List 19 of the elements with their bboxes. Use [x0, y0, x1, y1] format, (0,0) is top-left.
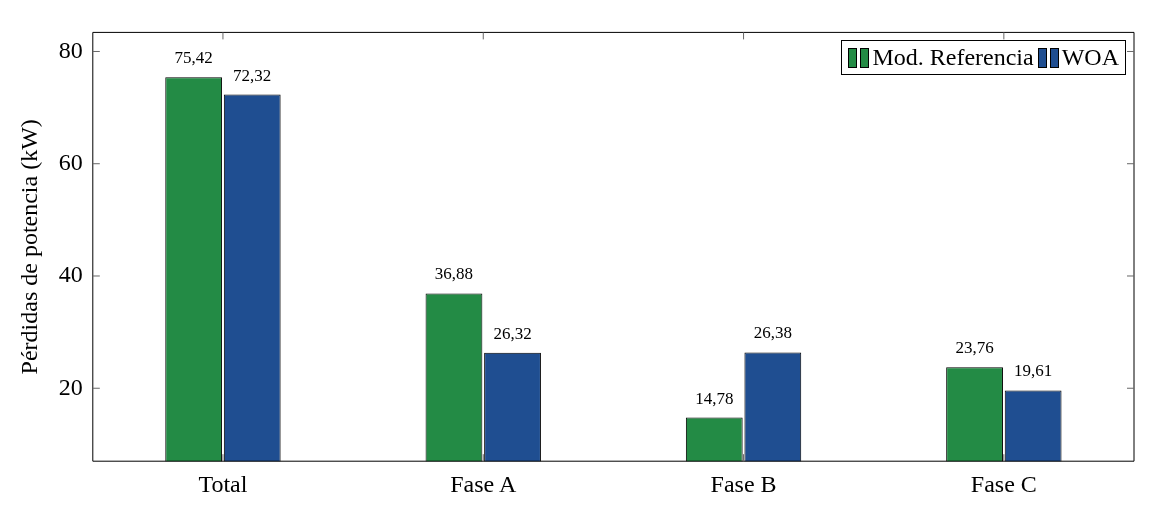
- data-label: 14,78: [695, 388, 734, 408]
- y-tick-label: 80: [58, 36, 83, 63]
- data-label: 36,88: [434, 264, 474, 284]
- data-label: 26,32: [493, 323, 532, 343]
- x-tick-label: Total: [198, 470, 248, 497]
- y-axis-title: Pérdidas de potencia (kW): [15, 119, 42, 375]
- data-label: 23,76: [955, 338, 994, 358]
- data-label: 26,38: [753, 323, 792, 343]
- legend-label: WOA: [1061, 44, 1119, 72]
- x-tick-label: Fase A: [450, 470, 517, 497]
- data-label: 19,61: [1014, 361, 1053, 381]
- data-label: 72,32: [233, 65, 272, 85]
- data-label: 75,42: [174, 48, 213, 68]
- x-tick-label: Fase B: [710, 470, 777, 497]
- y-tick-label: 20: [58, 373, 83, 400]
- y-tick-label: 60: [58, 149, 83, 176]
- y-tick-label: 40: [58, 261, 83, 288]
- x-tick-label: Fase C: [970, 470, 1037, 497]
- legend-label: Mod. Referencia: [872, 44, 1034, 72]
